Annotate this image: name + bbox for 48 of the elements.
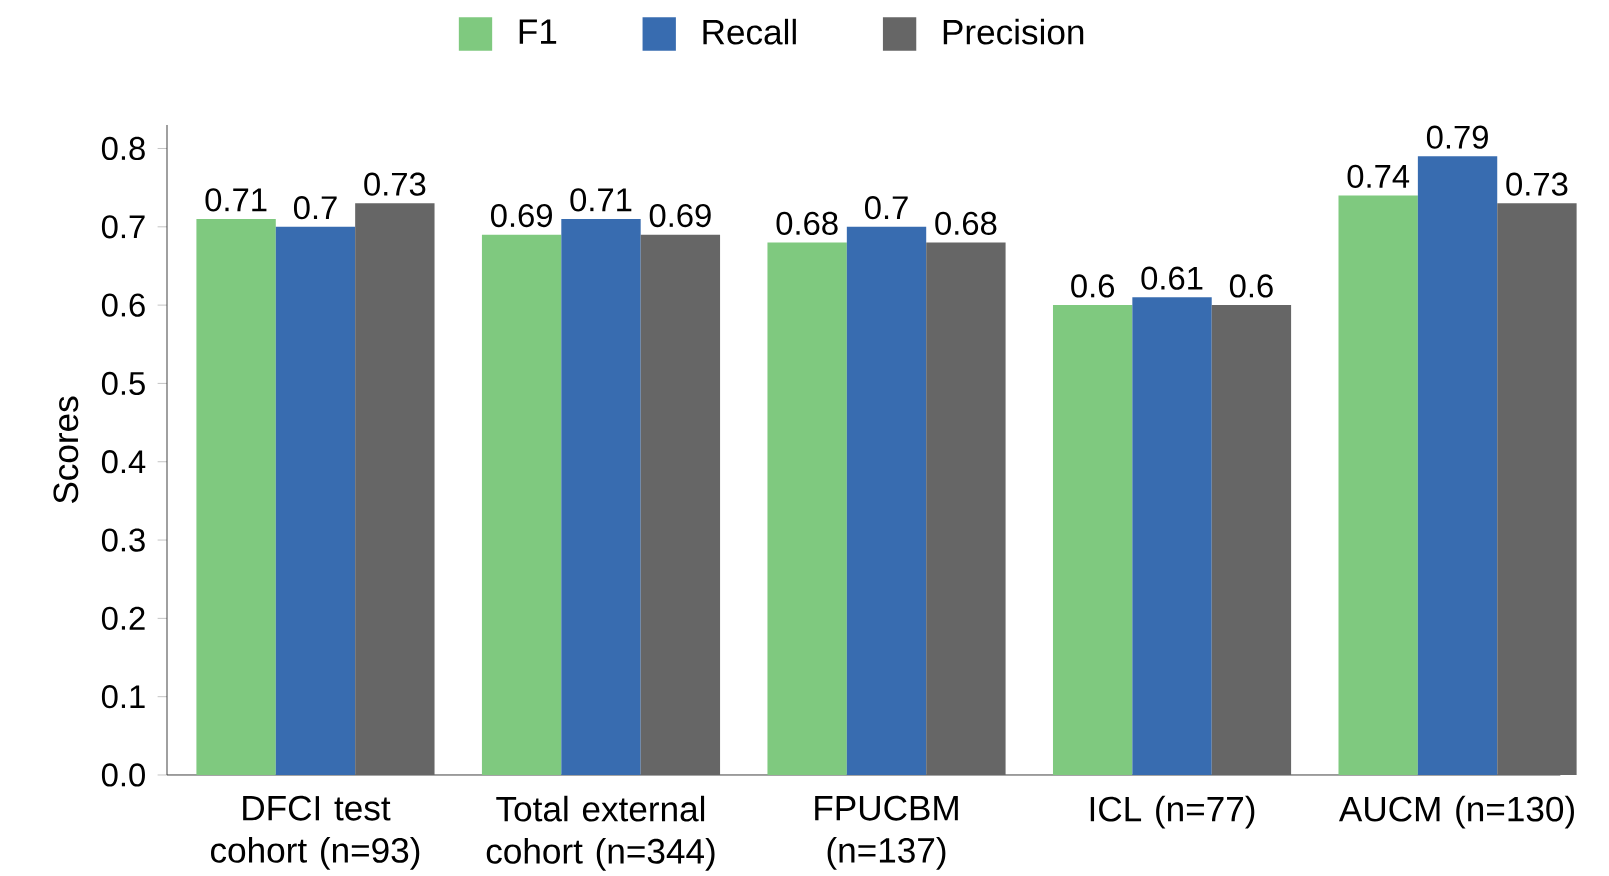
bar bbox=[1211, 305, 1292, 775]
data-label: 0.69 bbox=[649, 203, 711, 228]
y-axis-title: Scores bbox=[53, 396, 79, 504]
data-label: 0.6 bbox=[1229, 274, 1273, 298]
bar bbox=[481, 234, 562, 775]
bar bbox=[1417, 156, 1498, 775]
data-label: 0.79 bbox=[1426, 125, 1488, 149]
data-label: 0.7 bbox=[865, 196, 908, 220]
data-label: 0.7 bbox=[293, 196, 337, 220]
data-label: 0.68 bbox=[776, 211, 838, 235]
y-tick-label: 0.8 bbox=[101, 136, 145, 161]
legend-label: Precision bbox=[943, 18, 1084, 45]
x-tick-label: AUCM (n=130) bbox=[1338, 795, 1574, 829]
data-label: 0.68 bbox=[935, 211, 997, 235]
bar bbox=[926, 242, 1006, 775]
bar bbox=[846, 226, 927, 775]
bar bbox=[355, 203, 435, 775]
data-label: 0.73 bbox=[364, 172, 426, 196]
data-label: 0.6 bbox=[1071, 274, 1115, 298]
x-tick-label: Total external cohort (n=344) bbox=[486, 795, 715, 871]
y-tick-label: 0.3 bbox=[101, 528, 145, 552]
bar bbox=[561, 218, 641, 775]
bar bbox=[1338, 195, 1418, 775]
bar bbox=[767, 242, 847, 775]
data-label: 0.71 bbox=[205, 188, 267, 212]
y-tick-label: 0.5 bbox=[101, 371, 145, 396]
data-label: 0.71 bbox=[570, 188, 632, 212]
y-tick-label: 0.4 bbox=[101, 450, 146, 474]
legend-label: Recall bbox=[703, 18, 796, 45]
bar bbox=[640, 234, 721, 775]
legend-label: F1 bbox=[519, 19, 557, 44]
y-tick-label: 0.6 bbox=[101, 293, 145, 317]
data-label: 0.73 bbox=[1506, 172, 1568, 196]
data-label: 0.74 bbox=[1347, 164, 1410, 188]
bar bbox=[196, 218, 276, 775]
bar bbox=[1132, 297, 1212, 775]
data-label: 0.69 bbox=[490, 203, 552, 228]
y-tick-label: 0.2 bbox=[101, 606, 145, 630]
data-label: 0.61 bbox=[1141, 266, 1203, 290]
bar bbox=[275, 226, 356, 775]
x-tick-label: ICL (n=77) bbox=[1090, 795, 1255, 829]
y-tick-label: 0.0 bbox=[101, 763, 145, 787]
y-tick-label: 0.1 bbox=[101, 685, 145, 709]
x-tick-label: DFCI test cohort (n=93) bbox=[211, 795, 420, 870]
bar bbox=[1497, 203, 1577, 775]
y-tick-label: 0.7 bbox=[101, 215, 145, 239]
bar bbox=[1052, 305, 1133, 775]
x-tick-label: FPUCBM (n=137) bbox=[815, 795, 958, 870]
